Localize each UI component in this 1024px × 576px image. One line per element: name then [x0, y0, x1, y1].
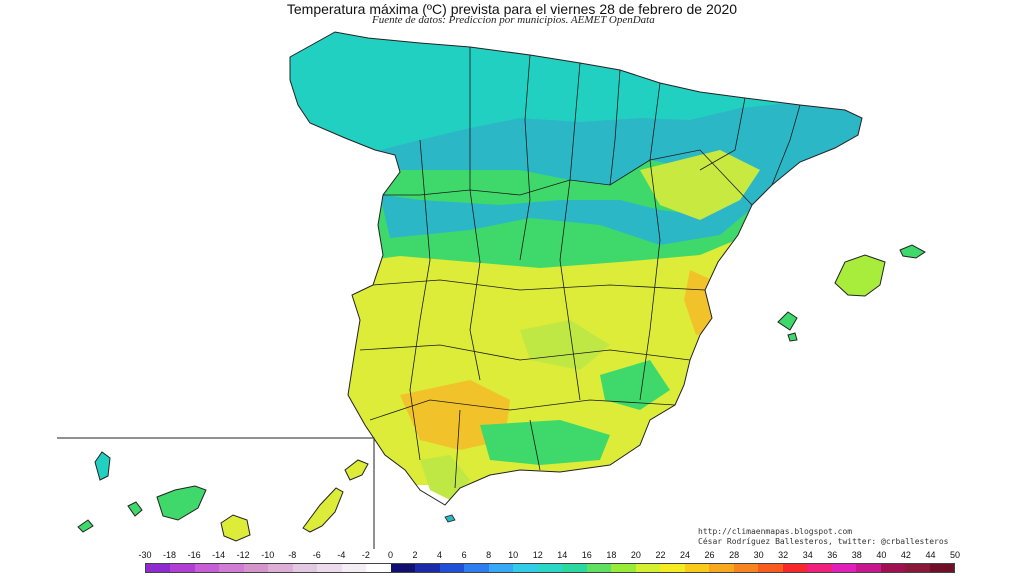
- la-gomera-island: [127, 501, 143, 517]
- legend-swatch: [341, 564, 367, 572]
- legend-swatch: [317, 564, 342, 572]
- legend-swatch: [709, 564, 734, 572]
- legend-swatch: [733, 564, 759, 572]
- cadiz-lime-zone: [420, 455, 470, 500]
- legend-swatch: [905, 564, 930, 572]
- balearic-islands: [777, 244, 926, 342]
- legend-tick-label: -8: [288, 550, 297, 560]
- legend-swatch: [219, 564, 244, 572]
- formentera-island: [787, 332, 798, 342]
- province-borders: [359, 47, 801, 489]
- legend-tick-label: -18: [163, 550, 177, 560]
- legend-swatch: [243, 564, 269, 572]
- legend-swatch: [586, 564, 612, 572]
- legend-tick-label: 16: [581, 550, 592, 560]
- legend-swatch: [880, 564, 906, 572]
- legend-swatch: [831, 564, 857, 572]
- map-title: Temperatura máxima (ºC) prevista para el…: [286, 1, 738, 17]
- legend-swatch: [390, 564, 416, 572]
- legend-swatch: [856, 564, 881, 572]
- legend-tick-label: 2: [412, 550, 418, 560]
- legend-tick-label: 14: [557, 550, 568, 560]
- legend-tick-label: -10: [261, 550, 275, 560]
- legend-swatch: [807, 564, 832, 572]
- legend-tick-label: 42: [900, 550, 911, 560]
- legend-swatch: [562, 564, 587, 572]
- legend-swatch: [146, 564, 171, 572]
- ceuta-area: [444, 514, 456, 523]
- legend-tick-label: 12: [532, 550, 543, 560]
- author-credit: César Rodríguez Ballesteros, twitter: @c…: [698, 537, 949, 546]
- legend-tick-label: 36: [827, 550, 838, 560]
- legend-tick-label: -4: [337, 550, 346, 560]
- peninsula: [289, 31, 863, 506]
- menorca-island: [899, 244, 926, 259]
- legend-swatch: [537, 564, 563, 572]
- temperature-color-legend: [145, 563, 955, 573]
- legend-tick-label: 18: [606, 550, 617, 560]
- legend-tick-label: -12: [236, 550, 250, 560]
- legend-swatch: [782, 564, 808, 572]
- tenerife-island: [156, 485, 207, 521]
- legend-swatch: [439, 564, 465, 572]
- legend-tick-label: 8: [486, 550, 492, 560]
- map-subtitle: Fuente de datos: Prediccion por municipi…: [372, 14, 655, 26]
- legend-tick-label: -14: [212, 550, 226, 560]
- segura-green-zone: [600, 360, 670, 410]
- legend-tick-label: 28: [729, 550, 740, 560]
- canary-islands-inset: [57, 437, 375, 549]
- fuerteventura-island: [302, 487, 344, 533]
- legend-swatch: [513, 564, 538, 572]
- blog-credit: http://climaenmapas.blogspot.com: [698, 527, 853, 536]
- mallorca-island: [834, 254, 886, 297]
- legend-tick-label: 30: [753, 550, 764, 560]
- legend-tick-label: -30: [138, 550, 152, 560]
- legend-swatch: [464, 564, 489, 572]
- legend-tick-label: 50: [949, 550, 961, 560]
- legend-tick-label: -2: [361, 550, 370, 560]
- legend-tick-label: 6: [461, 550, 467, 560]
- legend-tick-label: 20: [630, 550, 641, 560]
- legend-swatch: [488, 564, 514, 572]
- valencia-orange-zone: [684, 270, 712, 335]
- legend-tick-label: 10: [508, 550, 519, 560]
- el-hierro-island: [77, 519, 94, 533]
- legend-labels: -30 -18 -16 -14 -12 -10 -8 -6 -4 -2 0 2 4 6 8 10 12 14 16 1…: [0, 550, 1024, 562]
- legend-swatch: [660, 564, 685, 572]
- legend-tick-label: 0: [387, 550, 393, 560]
- la-palma-island: [94, 451, 111, 481]
- legend-tick-label: 34: [802, 550, 813, 560]
- duero-green-zone: [380, 160, 720, 215]
- legend-swatch: [292, 564, 318, 572]
- legend-tick-label: 24: [679, 550, 691, 560]
- ibiza-island: [777, 311, 798, 331]
- legend-swatch: [758, 564, 783, 572]
- inset-frame: [57, 437, 375, 549]
- legend-tick-label: 44: [925, 550, 936, 560]
- legend-tick-label: 32: [778, 550, 789, 560]
- legend-swatch: [366, 564, 391, 572]
- gran-canaria-island: [220, 514, 251, 542]
- legend-swatch: [194, 564, 220, 572]
- legend-tick-label: 38: [851, 550, 862, 560]
- peninsula-coastline: [289, 31, 863, 506]
- legend-tick-label: 26: [704, 550, 715, 560]
- legend-swatch: [684, 564, 710, 572]
- legend-swatch: [929, 564, 954, 572]
- lanzarote-island: [344, 459, 369, 481]
- legend-swatch: [611, 564, 636, 572]
- legend-swatch: [635, 564, 661, 572]
- legend-swatch: [415, 564, 440, 572]
- legend-tick-label: -6: [312, 550, 321, 560]
- penibetica-green-zone: [480, 420, 610, 465]
- legend-swatch: [170, 564, 195, 572]
- legend-swatch: [268, 564, 293, 572]
- legend-tick-label: 40: [876, 550, 887, 560]
- legend-tick-label: -16: [187, 550, 201, 560]
- legend-tick-label: 22: [655, 550, 666, 560]
- legend-tick-label: 4: [437, 550, 443, 560]
- ebro-lime-zone: [640, 150, 760, 220]
